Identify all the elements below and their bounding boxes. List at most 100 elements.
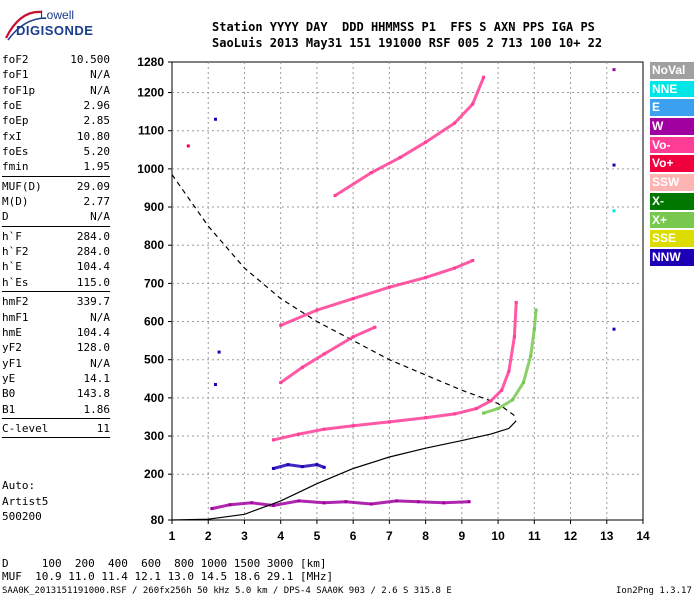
- legend-item-nnw: NNW: [650, 248, 694, 266]
- param-name: foEs: [2, 145, 29, 159]
- trace-point: [322, 501, 326, 505]
- param-value: N/A: [90, 310, 110, 324]
- x-tick-label: 6: [350, 529, 357, 543]
- param-row: hmE 104.4: [2, 325, 110, 340]
- param-separator: [2, 417, 110, 419]
- trace-point: [532, 327, 536, 331]
- trace-point: [387, 285, 391, 289]
- trace-point: [482, 75, 486, 79]
- param-row: h`F2 284.0: [2, 244, 110, 259]
- param-name: yF2: [2, 341, 22, 355]
- param-value: 284.0: [76, 229, 110, 243]
- param-value: 115.0: [76, 275, 110, 289]
- muf-row: MUF 10.9 11.0 11.4 12.1 13.0 14.5 18.6 2…: [2, 570, 334, 583]
- param-row: h`F 284.0: [2, 229, 110, 244]
- y-tick-label: 700: [144, 276, 164, 290]
- x-tick-label: 10: [491, 529, 505, 543]
- y-tick-label: 900: [144, 200, 164, 214]
- param-separator: [2, 225, 110, 227]
- param-value: 2.85: [83, 114, 111, 128]
- param-value: 14.1: [83, 371, 111, 385]
- param-value: 10.500: [70, 53, 110, 66]
- trace-point: [471, 258, 475, 262]
- trace-point: [474, 407, 478, 411]
- param-value: 29.09: [76, 179, 110, 193]
- param-value: 2.77: [83, 195, 111, 209]
- trace-point: [489, 399, 493, 403]
- param-row: h`Es 115.0: [2, 275, 110, 290]
- x-tick-label: 11: [528, 529, 541, 543]
- trace-point: [271, 503, 275, 507]
- trace-point: [344, 500, 348, 504]
- param-name: M(D): [2, 195, 29, 209]
- param-value: N/A: [90, 83, 110, 97]
- param-row: B1 1.86: [2, 402, 110, 417]
- trace-point: [529, 354, 533, 358]
- y-tick-label: 500: [144, 353, 164, 367]
- param-name: D: [2, 210, 9, 224]
- param-value: N/A: [90, 68, 110, 82]
- legend-item-nne: NNE: [650, 80, 694, 98]
- trace-point: [322, 427, 326, 431]
- trace-point: [507, 369, 511, 373]
- param-row: foF2 10.500: [2, 52, 110, 67]
- legend-item-x: X+: [650, 211, 694, 229]
- auto-code: 500200: [2, 510, 42, 523]
- y-tick-label: 600: [144, 315, 164, 329]
- trace-point: [467, 500, 471, 504]
- param-value: 104.4: [76, 260, 110, 274]
- trace-point: [373, 325, 377, 329]
- param-value: 284.0: [76, 245, 110, 259]
- trace-point: [210, 507, 214, 511]
- trace-point: [279, 381, 283, 385]
- polarization-legend: NoVal NNE E W Vo- Vo+ SSW X- X+ SSE NNW: [650, 62, 694, 268]
- param-row: yF1 N/A: [2, 356, 110, 371]
- param-name: MUF(D): [2, 179, 42, 193]
- trace-point: [322, 465, 326, 469]
- x-tick-label: 2: [205, 529, 212, 543]
- legend-item-vo: Vo-: [650, 136, 694, 154]
- x-tick-label: 7: [386, 529, 393, 543]
- x-tick-label: 8: [422, 529, 429, 543]
- trace-point: [369, 502, 373, 506]
- stray-point: [213, 383, 217, 387]
- param-name: yE: [2, 371, 16, 385]
- logo-swoosh-icon: [5, 10, 47, 41]
- legend-item-noval: NoVal: [650, 62, 694, 79]
- param-name: foF1p: [2, 83, 36, 97]
- trace-point: [333, 194, 337, 198]
- param-row: h`E 104.4: [2, 259, 110, 274]
- param-value: 1.95: [83, 160, 111, 174]
- trace-point: [442, 501, 446, 505]
- auto-scaling-info: Auto: Artist5 500200: [2, 478, 48, 525]
- stray-point: [612, 68, 616, 72]
- trace-point: [534, 308, 538, 312]
- param-row: foEs 5.20: [2, 144, 110, 159]
- trace-point: [322, 352, 326, 356]
- stray-point: [612, 327, 616, 331]
- trace-point: [424, 276, 428, 280]
- param-name: foF1: [2, 68, 29, 82]
- param-name: foEp: [2, 114, 29, 128]
- x-tick-label: 9: [459, 529, 466, 543]
- param-name: yF1: [2, 356, 22, 370]
- lowell-digisonde-logo: Lowell DIGISONDE: [2, 6, 93, 42]
- y-tick-label: 400: [144, 391, 164, 405]
- electron-density-profile: [171, 420, 517, 521]
- param-row: B0 143.8: [2, 386, 110, 401]
- x-tick-label: 3: [241, 529, 248, 543]
- param-name: hmF1: [2, 310, 29, 324]
- param-row: foEp 2.85: [2, 113, 110, 128]
- param-row: hmF1 N/A: [2, 310, 110, 325]
- trace-point: [453, 266, 457, 270]
- param-row: yE 14.1: [2, 371, 110, 386]
- param-value: 339.7: [76, 295, 110, 309]
- x-tick-label: 4: [277, 529, 284, 543]
- stray-point: [612, 209, 616, 213]
- param-name: C-level: [2, 421, 49, 435]
- y-tick-label: 1200: [137, 86, 164, 100]
- trace-point: [453, 121, 457, 125]
- param-row: hmF2 339.7: [2, 294, 110, 309]
- param-name: fxI: [2, 129, 22, 143]
- legend-item-e: E: [650, 99, 694, 117]
